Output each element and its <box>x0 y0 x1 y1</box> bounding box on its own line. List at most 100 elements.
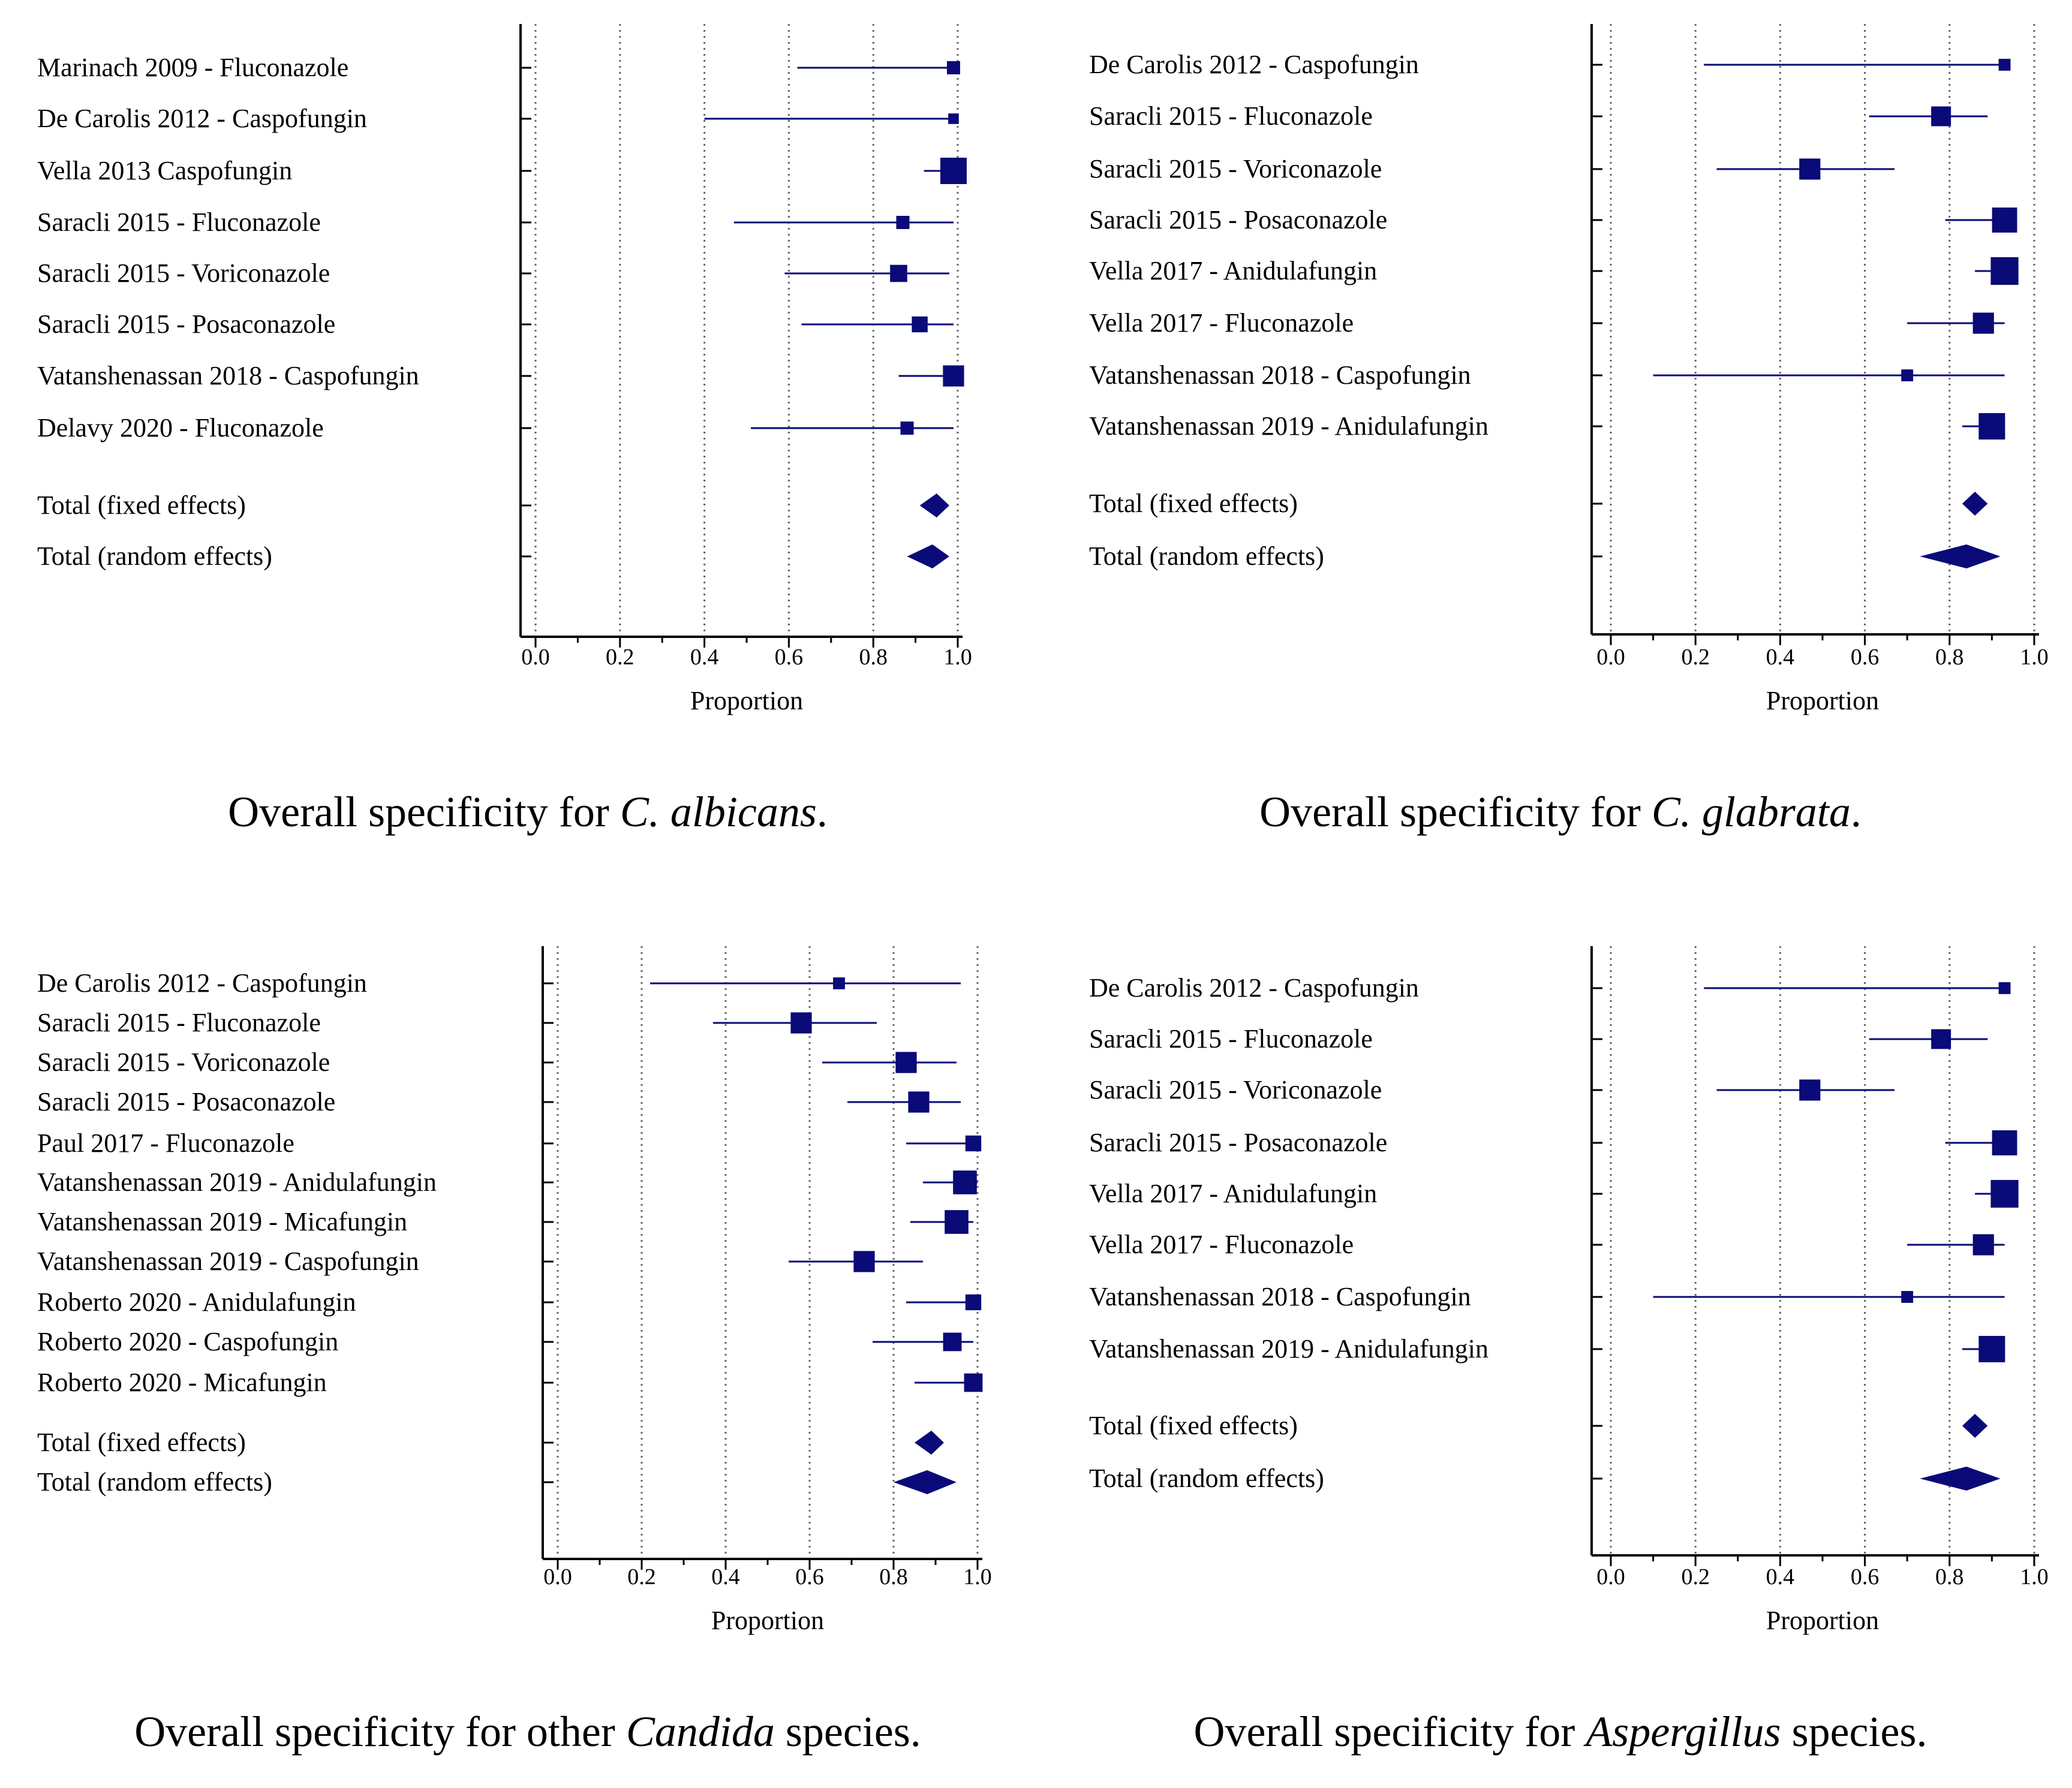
study-label: Vella 2017 - Fluconazole <box>1089 308 1354 338</box>
study-point-estimate <box>943 365 964 387</box>
total-label: Total (fixed effects) <box>1089 489 1298 518</box>
study-point-estimate <box>912 316 928 333</box>
study-label: Vella 2013 Caspofungin <box>37 156 292 185</box>
x-tick-label: 0.2 <box>606 645 634 670</box>
pooled-estimate-diamond <box>1962 492 1988 516</box>
study-label: Roberto 2020 - Micafungin <box>37 1368 327 1397</box>
study-point-estimate <box>1931 106 1951 127</box>
study-label: Saracli 2015 - Posaconazole <box>37 309 335 339</box>
study-label: Vatanshenassan 2018 - Caspofungin <box>1089 1282 1471 1311</box>
study-label: Vatanshenassan 2019 - Caspofungin <box>37 1247 419 1276</box>
study-point-estimate <box>964 1373 983 1392</box>
study-point-estimate <box>1799 1079 1821 1101</box>
x-tick-label: 0.6 <box>775 645 804 670</box>
caption-italic: C. glabrata <box>1652 788 1851 836</box>
study-label: Vatanshenassan 2019 - Micafungin <box>37 1207 407 1236</box>
x-tick-label: 1.0 <box>963 1564 992 1590</box>
panel-caption: Overall specificity for other Candida sp… <box>134 1708 921 1756</box>
total-label: Total (random effects) <box>1089 541 1324 571</box>
pooled-estimate-diamond <box>919 493 949 517</box>
x-tick-label: 1.0 <box>2020 1564 2049 1590</box>
study-label: Vella 2017 - Fluconazole <box>1089 1230 1354 1259</box>
caption-italic: Candida <box>626 1708 775 1756</box>
study-point-estimate <box>908 1091 930 1113</box>
x-tick-label: 0.8 <box>1935 645 1964 670</box>
study-point-estimate <box>896 216 910 229</box>
study-label: Roberto 2020 - Caspofungin <box>37 1327 338 1356</box>
forest-panel-3: 0.0 0.2 0.4 0.6 0.8 1.0 Proportion De Carolis 2… <box>37 946 992 1756</box>
study-label: Roberto 2020 - Anidulafungin <box>37 1287 356 1317</box>
pooled-estimate-diamond <box>907 544 949 568</box>
total-label: Total (fixed effects) <box>37 1428 246 1457</box>
caption-text: Overall specificity for other <box>134 1708 626 1756</box>
study-label: Vatanshenassan 2018 - Caspofungin <box>1089 360 1471 390</box>
panel-caption: Overall specificity for Aspergillus spec… <box>1194 1708 1927 1756</box>
study-point-estimate <box>1990 1179 2019 1208</box>
study-label: De Carolis 2012 - Caspofungin <box>1089 973 1419 1003</box>
pooled-estimate-diamond <box>915 1431 944 1455</box>
study-label: Paul 2017 - Fluconazole <box>37 1128 294 1158</box>
x-tick-label: 1.0 <box>2020 645 2049 670</box>
study-point-estimate <box>1992 1130 2017 1155</box>
study-point-estimate <box>1931 1029 1951 1049</box>
total-label: Total (fixed effects) <box>37 490 246 520</box>
study-point-estimate <box>1901 1291 1914 1303</box>
study-label: De Carolis 2012 - Caspofungin <box>37 104 367 133</box>
study-point-estimate <box>965 1135 982 1152</box>
pooled-estimate-diamond <box>894 1470 957 1494</box>
forest-panel-2: 0.0 0.2 0.4 0.6 0.8 1.0 Proportion De Carolis 2… <box>1089 24 2049 836</box>
caption-text: species. <box>1781 1708 1927 1756</box>
x-tick-label: 0.6 <box>795 1564 824 1590</box>
study-label: Saracli 2015 - Posaconazole <box>1089 205 1387 234</box>
pooled-estimate-diamond <box>1920 544 2001 568</box>
x-tick-label: 0.2 <box>627 1564 656 1590</box>
study-point-estimate <box>1901 369 1914 381</box>
x-tick-label: 0.0 <box>521 645 550 670</box>
study-label: Saracli 2015 - Fluconazole <box>1089 1024 1373 1053</box>
x-tick-label: 0.8 <box>1935 1564 1964 1590</box>
study-label: Saracli 2015 - Posaconazole <box>37 1087 335 1116</box>
study-point-estimate <box>895 1052 917 1073</box>
study-point-estimate <box>1972 1234 1994 1256</box>
caption-italic: C. albicans <box>620 788 817 836</box>
caption-text: species. <box>775 1708 921 1756</box>
pooled-estimate-diamond <box>1920 1467 2001 1491</box>
study-point-estimate <box>945 1210 969 1234</box>
study-label: Saracli 2015 - Voriconazole <box>37 258 330 288</box>
caption-text: Overall specificity for <box>228 788 620 836</box>
study-label: Vatanshenassan 2018 - Caspofungin <box>37 361 419 390</box>
study-label: Saracli 2015 - Fluconazole <box>37 1008 321 1037</box>
study-point-estimate <box>1978 1336 2005 1362</box>
x-tick-label: 0.4 <box>690 645 719 670</box>
study-label: Saracli 2015 - Voriconazole <box>1089 154 1382 183</box>
caption-text: Overall specificity for <box>1259 788 1652 836</box>
study-label: De Carolis 2012 - Caspofungin <box>37 968 367 998</box>
study-label: Vatanshenassan 2019 - Anidulafungin <box>37 1167 437 1197</box>
study-point-estimate <box>953 1170 977 1194</box>
study-point-estimate <box>1998 982 2011 994</box>
study-point-estimate <box>965 1294 982 1311</box>
study-point-estimate <box>1992 207 2017 233</box>
panel-caption: Overall specificity for C. glabrata. <box>1259 788 1862 836</box>
x-tick-label: 0.4 <box>1766 1564 1795 1590</box>
total-label: Total (fixed effects) <box>1089 1411 1298 1440</box>
study-point-estimate <box>948 113 959 124</box>
pooled-estimate-diamond <box>1962 1414 1988 1438</box>
study-label: Saracli 2015 - Posaconazole <box>1089 1128 1387 1157</box>
x-tick-label: 0.4 <box>711 1564 740 1590</box>
study-label: Saracli 2015 - Fluconazole <box>1089 101 1373 131</box>
x-axis-label: Proportion <box>690 686 803 715</box>
study-label: Saracli 2015 - Fluconazole <box>37 207 321 237</box>
study-label: Vatanshenassan 2019 - Anidulafungin <box>1089 1334 1488 1363</box>
study-label: Saracli 2015 - Voriconazole <box>37 1047 330 1077</box>
x-axis-label: Proportion <box>1766 1606 1879 1635</box>
study-point-estimate <box>790 1012 812 1034</box>
x-tick-label: 0.0 <box>1596 1564 1625 1590</box>
caption-text: . <box>1851 788 1862 836</box>
x-tick-label: 0.6 <box>1851 645 1879 670</box>
x-tick-label: 0.2 <box>1681 1564 1710 1590</box>
study-label: Vella 2017 - Anidulafungin <box>1089 1179 1377 1208</box>
study-point-estimate <box>1990 257 2019 285</box>
forest-panel-1: 0.0 0.2 0.4 0.6 0.8 1.0 Proportion Marinach 200… <box>37 24 972 836</box>
